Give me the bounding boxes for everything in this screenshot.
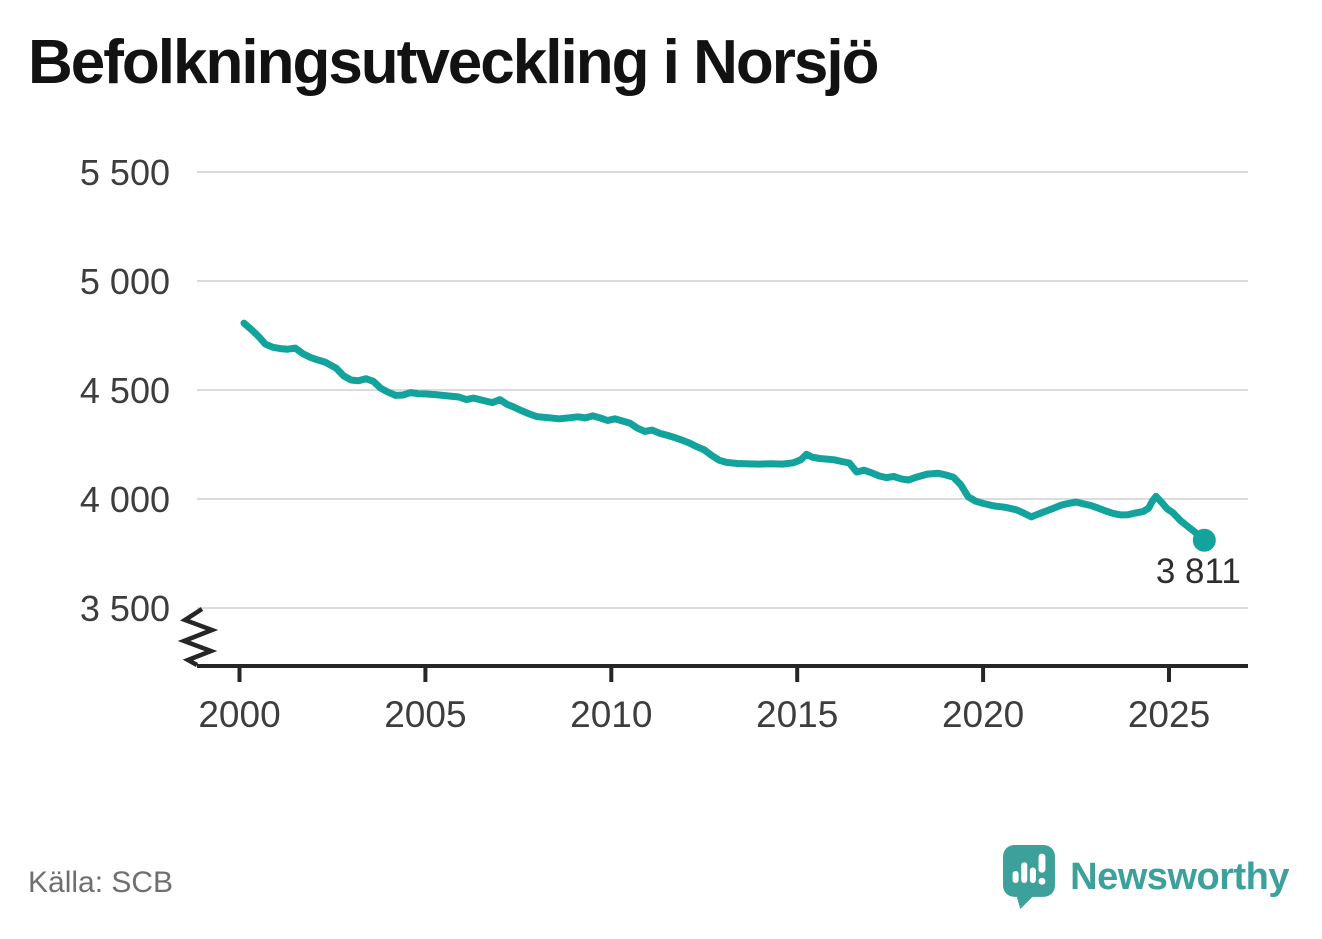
- exclamation-dot-glyph: [1038, 877, 1046, 885]
- newsworthy-logo-icon: [1003, 845, 1056, 909]
- chart-title: Befolkningsutveckling i Norsjö: [28, 28, 879, 97]
- exclamation-bar-glyph: [1038, 853, 1046, 873]
- y-tick-label: 5 000: [80, 261, 170, 302]
- x-tick-label: 2025: [1128, 694, 1210, 735]
- y-tick-label: 3 500: [80, 588, 170, 629]
- y-tick-label: 5 500: [80, 152, 170, 193]
- speech-bubble-shape: [1003, 845, 1056, 909]
- x-tick-label: 2010: [570, 694, 652, 735]
- bar-chart-glyph-3: [1030, 867, 1037, 884]
- x-tick-label: 2005: [384, 694, 466, 735]
- x-tick-label: 2015: [756, 694, 838, 735]
- newsworthy-wordmark: Newsworthy: [1070, 855, 1289, 898]
- latest-value-label: 3 811: [1155, 552, 1241, 592]
- y-tick-label: 4 000: [80, 479, 170, 520]
- trend-line: [240, 319, 1208, 544]
- source-caption: Källa: SCB: [28, 866, 174, 899]
- bar-chart-glyph-2: [1021, 862, 1028, 884]
- bar-chart-glyph-1: [1012, 870, 1019, 884]
- newsworthy-logo: Newsworthy: [1003, 845, 1289, 909]
- y-axis-break-icon: [177, 607, 219, 667]
- x-tick-label: 2000: [198, 694, 280, 735]
- x-tick-label: 2020: [942, 694, 1024, 735]
- y-tick-label: 4 500: [80, 370, 170, 411]
- end-point-dot: [1192, 528, 1216, 552]
